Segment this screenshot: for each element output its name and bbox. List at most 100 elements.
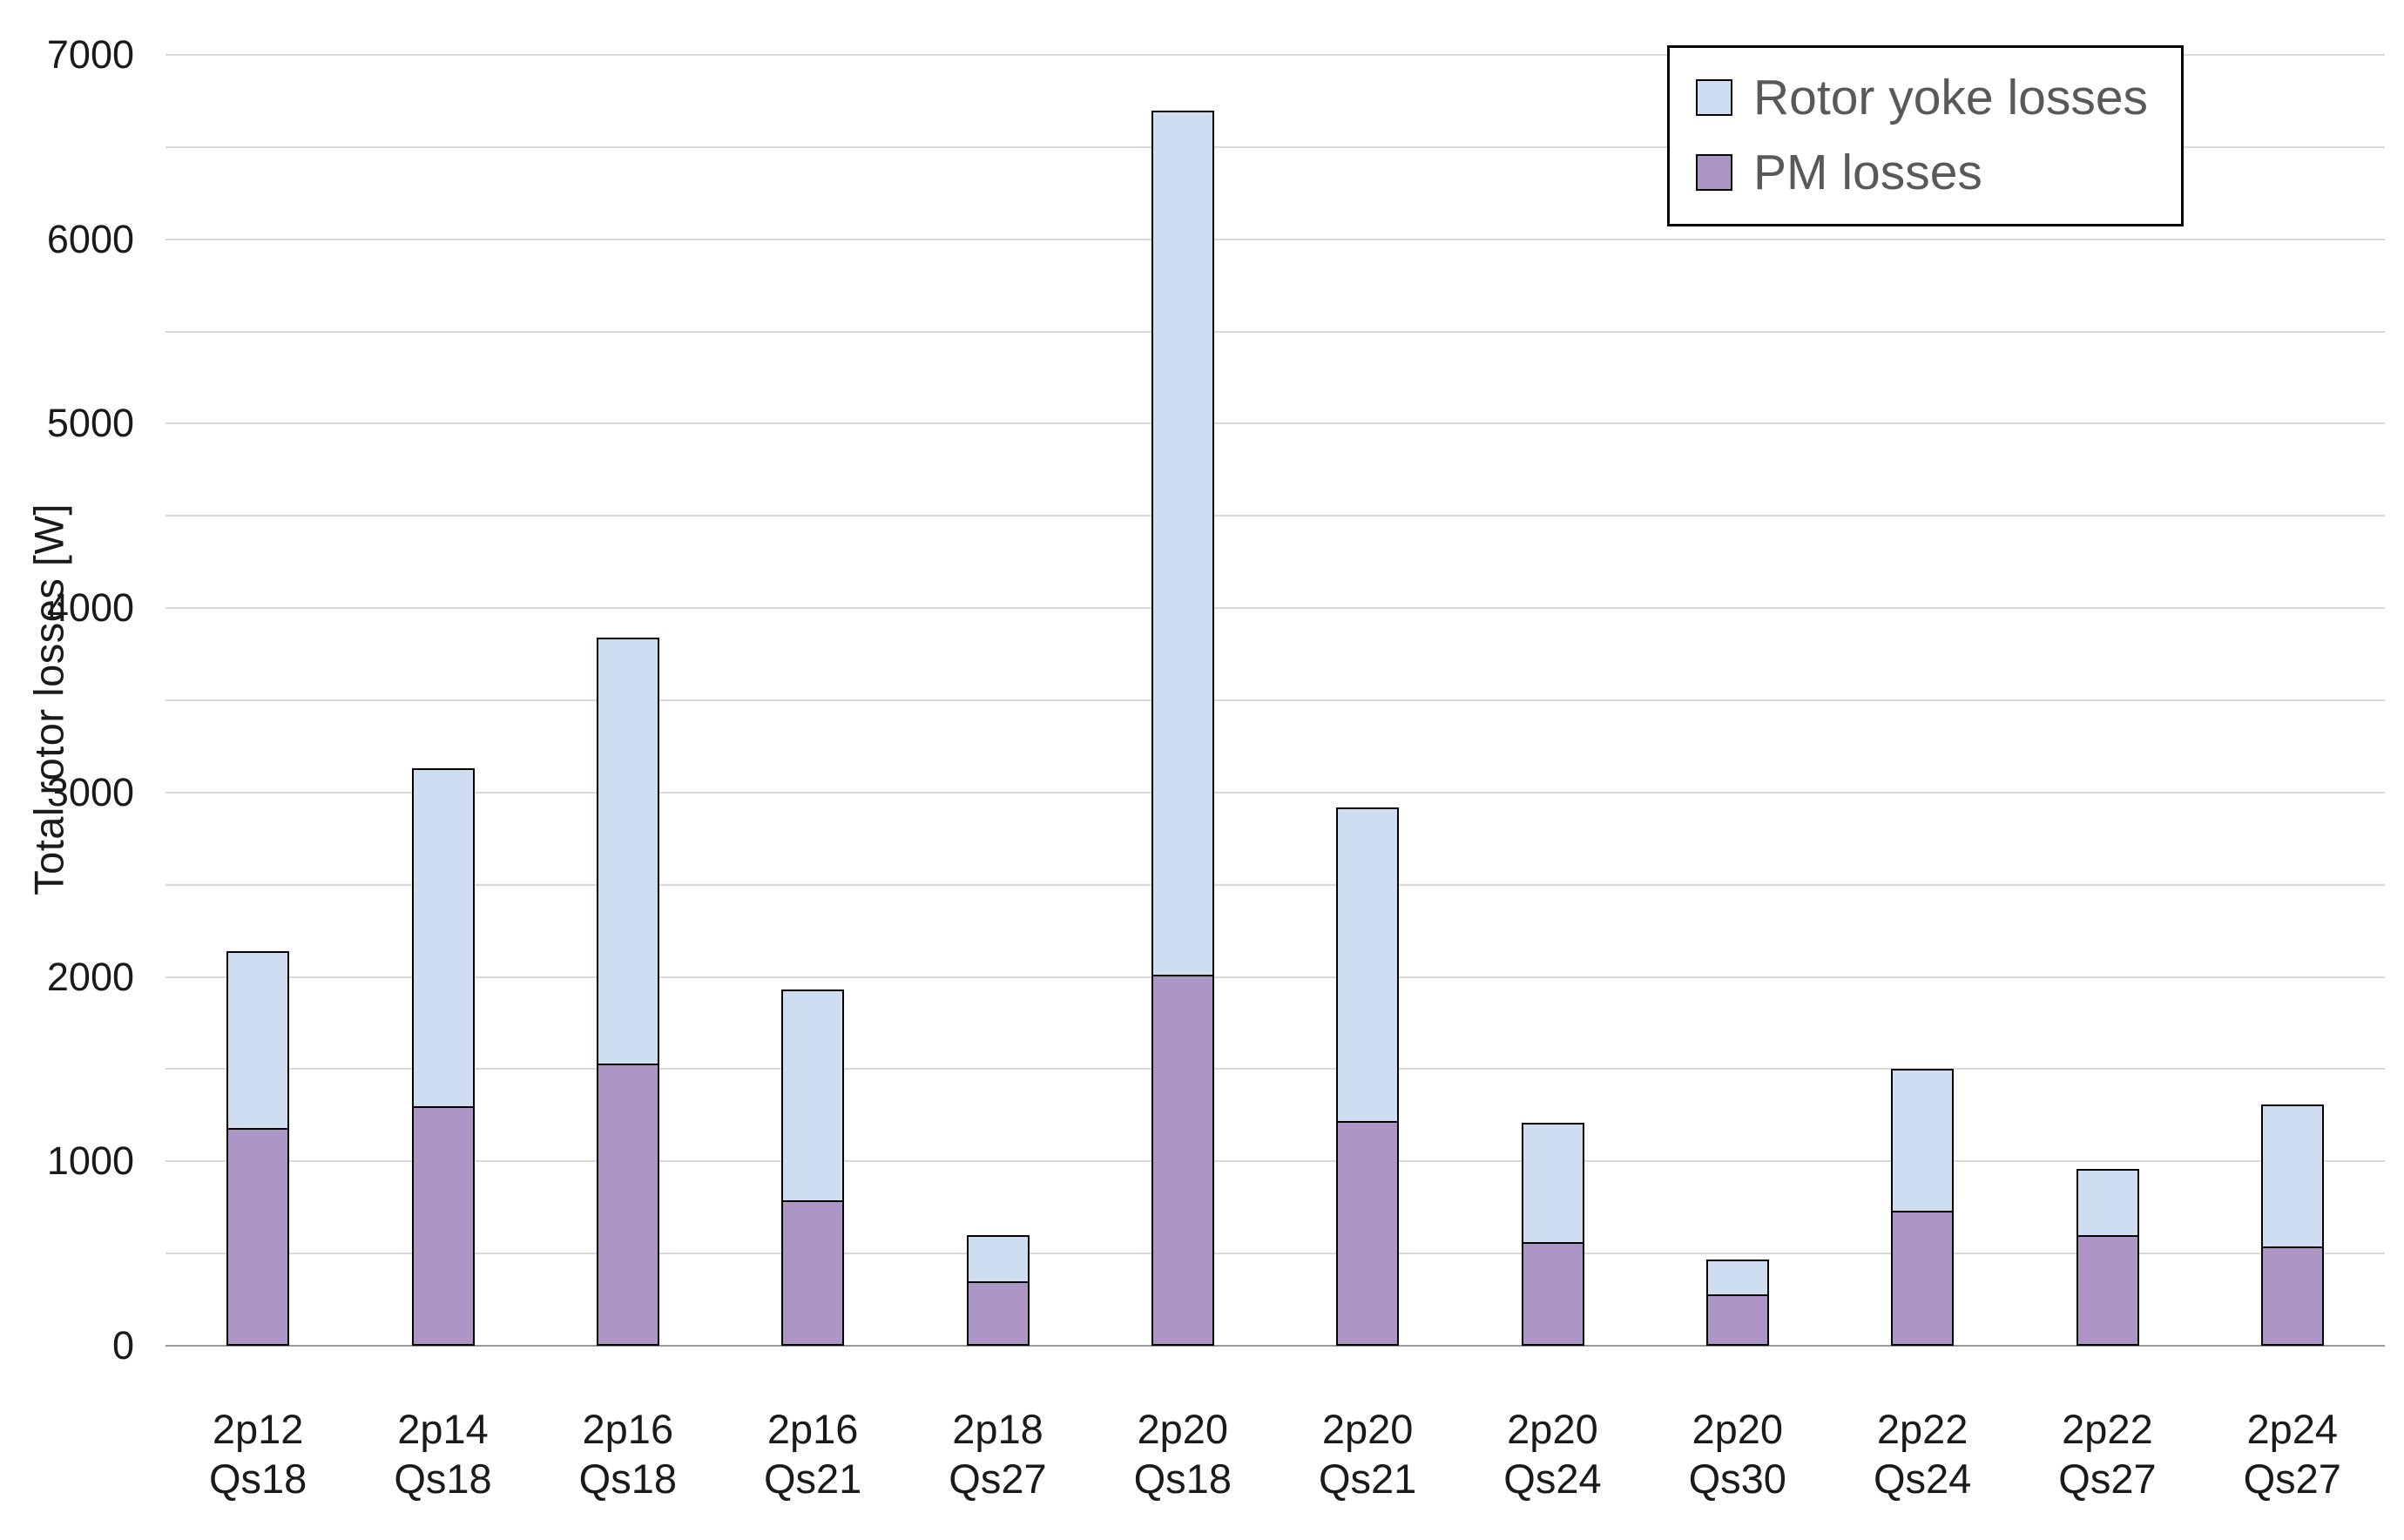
category-label: 2p20 Qs18	[1091, 1404, 1275, 1504]
category-label: 2p18 Qs27	[905, 1404, 1090, 1504]
bar	[1336, 807, 1400, 1346]
y-axis-tick-labels: 0 1000 2000 3000 4000 5000 6000 7000	[0, 32, 139, 1368]
gridline	[165, 1253, 2385, 1255]
category-label: 2p12 Qs18	[165, 1404, 350, 1504]
x-axis-line	[165, 1345, 2385, 1347]
category-label-line: 2p20	[1692, 1406, 1784, 1452]
bar	[2076, 1168, 2139, 1346]
category-label: 2p22 Qs27	[2015, 1404, 2199, 1504]
bar-segment-rotor-yoke-losses	[2076, 1168, 2139, 1235]
category-label-line: 2p16	[582, 1406, 674, 1452]
bar-segment-pm-losses	[596, 1064, 659, 1346]
y-tick-label: 6000	[46, 216, 134, 261]
category-label-line: 2p20	[1137, 1406, 1229, 1452]
bar-segment-rotor-yoke-losses	[596, 638, 659, 1064]
gridline	[165, 330, 2385, 333]
category-label-line: Qs18	[394, 1456, 492, 1503]
category-label: 2p20 Qs21	[1275, 1404, 1460, 1504]
bar	[226, 950, 290, 1346]
gridline	[165, 238, 2385, 240]
gridline	[165, 607, 2385, 610]
gridline	[165, 515, 2385, 517]
category-label-line: 2p20	[1507, 1406, 1598, 1452]
bar-segment-pm-losses	[1151, 975, 1214, 1346]
bar-segment-pm-losses	[1521, 1242, 1584, 1346]
bar-segment-pm-losses	[411, 1105, 475, 1346]
bar-segment-pm-losses	[1336, 1120, 1400, 1346]
category-label-line: Qs27	[949, 1456, 1047, 1503]
category-label-line: Qs21	[763, 1456, 862, 1503]
gridline	[165, 422, 2385, 425]
legend-entry: Rotor yoke losses	[1696, 69, 2148, 126]
bar-segment-pm-losses	[966, 1280, 1030, 1346]
category-label-line: 2p20	[1321, 1406, 1414, 1452]
bar	[1151, 110, 1214, 1346]
legend-swatch	[1696, 79, 1732, 116]
category-label-line: Qs27	[2243, 1456, 2341, 1503]
category-label-line: Qs24	[1873, 1456, 1972, 1503]
bar-segment-rotor-yoke-losses	[1336, 807, 1400, 1121]
category-label-line: 2p14	[397, 1406, 489, 1452]
y-tick-label: 2000	[46, 954, 134, 999]
gridline	[165, 54, 2385, 56]
gridline	[165, 791, 2385, 794]
y-tick-label: 4000	[46, 585, 134, 631]
plot-area	[165, 54, 2385, 1347]
bar-segment-rotor-yoke-losses	[1705, 1259, 1769, 1294]
bar	[966, 1234, 1030, 1346]
bar-segment-rotor-yoke-losses	[966, 1234, 1030, 1281]
category-label: 2p20 Qs24	[1460, 1404, 1644, 1504]
bar-segment-pm-losses	[2260, 1246, 2324, 1346]
bar	[1705, 1259, 1769, 1346]
bar-segment-pm-losses	[2076, 1234, 2139, 1346]
y-tick-label: 0	[111, 1323, 134, 1368]
category-label: 2p16 Qs18	[536, 1404, 720, 1504]
category-label-line: 2p12	[212, 1406, 304, 1452]
bar-segment-pm-losses	[781, 1199, 845, 1346]
y-tick-label: 3000	[46, 769, 134, 814]
category-label: 2p16 Qs21	[720, 1404, 905, 1504]
category-label-line: Qs18	[1133, 1456, 1232, 1503]
y-tick-label: 7000	[46, 32, 134, 77]
category-label: 2p22 Qs24	[1830, 1404, 2015, 1504]
legend-label: PM losses	[1753, 145, 1982, 200]
gridline	[165, 976, 2385, 978]
bar-segment-rotor-yoke-losses	[1151, 110, 1214, 976]
gridline	[165, 1160, 2385, 1163]
category-label-line: Qs27	[2058, 1456, 2157, 1503]
category-label-line: Qs30	[1688, 1456, 1786, 1503]
gridline	[165, 145, 2385, 148]
category-label: 2p14 Qs18	[350, 1404, 535, 1504]
legend: Rotor yoke losses PM losses	[1667, 45, 2185, 226]
bar	[1891, 1069, 1955, 1346]
legend-entry: PM losses	[1696, 144, 2148, 201]
bar-segment-rotor-yoke-losses	[1521, 1122, 1584, 1243]
bar-segment-pm-losses	[1891, 1211, 1955, 1346]
category-label-line: 2p24	[2246, 1406, 2339, 1452]
gridline	[165, 699, 2385, 701]
bar	[596, 638, 659, 1346]
category-label-line: 2p18	[952, 1406, 1043, 1452]
y-tick-label: 1000	[46, 1138, 134, 1184]
bar-segment-rotor-yoke-losses	[2260, 1104, 2324, 1246]
gridline	[165, 883, 2385, 886]
y-tick-label: 5000	[46, 401, 134, 446]
category-label-line: Qs24	[1503, 1456, 1602, 1503]
bar-segment-pm-losses	[226, 1128, 290, 1346]
bar-segment-rotor-yoke-losses	[411, 768, 475, 1106]
bar	[411, 768, 475, 1346]
category-label-line: Qs18	[208, 1456, 307, 1503]
x-axis-category-labels: 2p12 Qs18 2p14 Qs18 2p16 Qs18 2p16 Qs21 2p18 Qs27…	[165, 1404, 2385, 1504]
category-label-line: 2p22	[2062, 1406, 2153, 1452]
legend-label: Rotor yoke losses	[1753, 70, 2149, 125]
bar	[781, 990, 845, 1346]
bar-segment-rotor-yoke-losses	[781, 990, 845, 1200]
bar	[1521, 1122, 1584, 1346]
category-label-line: Qs21	[1318, 1456, 1417, 1503]
bar-segment-rotor-yoke-losses	[1891, 1069, 1955, 1212]
category-label: 2p20 Qs30	[1645, 1404, 1830, 1504]
category-label-line: 2p16	[766, 1406, 859, 1452]
category-label-line: Qs18	[578, 1456, 677, 1503]
bar	[2260, 1104, 2324, 1346]
